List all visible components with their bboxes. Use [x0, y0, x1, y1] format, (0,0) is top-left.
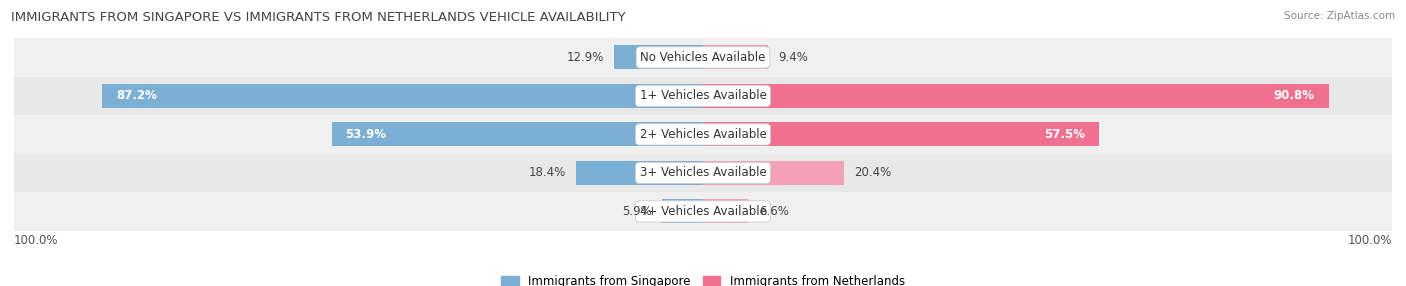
Bar: [332, 122, 703, 146]
Bar: [14, 115, 1392, 154]
Bar: [14, 192, 1392, 231]
Text: 2+ Vehicles Available: 2+ Vehicles Available: [640, 128, 766, 141]
Text: 57.5%: 57.5%: [1045, 128, 1085, 141]
Text: 9.4%: 9.4%: [778, 51, 808, 64]
Text: 4+ Vehicles Available: 4+ Vehicles Available: [640, 205, 766, 218]
Bar: [14, 154, 1392, 192]
Bar: [703, 122, 1099, 146]
Text: No Vehicles Available: No Vehicles Available: [640, 51, 766, 64]
Text: 87.2%: 87.2%: [117, 90, 157, 102]
Text: 12.9%: 12.9%: [567, 51, 603, 64]
Bar: [576, 161, 703, 185]
Text: 20.4%: 20.4%: [853, 166, 891, 179]
Bar: [703, 200, 748, 223]
Text: 6.6%: 6.6%: [759, 205, 789, 218]
Text: 18.4%: 18.4%: [529, 166, 565, 179]
Bar: [703, 161, 844, 185]
Bar: [614, 45, 703, 69]
Text: 5.9%: 5.9%: [623, 205, 652, 218]
Text: IMMIGRANTS FROM SINGAPORE VS IMMIGRANTS FROM NETHERLANDS VEHICLE AVAILABILITY: IMMIGRANTS FROM SINGAPORE VS IMMIGRANTS …: [11, 11, 626, 24]
Text: 100.0%: 100.0%: [1347, 234, 1392, 247]
Text: Source: ZipAtlas.com: Source: ZipAtlas.com: [1284, 11, 1395, 21]
Bar: [103, 84, 703, 108]
Bar: [703, 84, 1329, 108]
Text: 53.9%: 53.9%: [346, 128, 387, 141]
Bar: [703, 45, 768, 69]
Text: 100.0%: 100.0%: [14, 234, 59, 247]
Text: 90.8%: 90.8%: [1274, 90, 1315, 102]
Text: 1+ Vehicles Available: 1+ Vehicles Available: [640, 90, 766, 102]
Text: 3+ Vehicles Available: 3+ Vehicles Available: [640, 166, 766, 179]
Bar: [662, 200, 703, 223]
Bar: [14, 38, 1392, 77]
Legend: Immigrants from Singapore, Immigrants from Netherlands: Immigrants from Singapore, Immigrants fr…: [496, 270, 910, 286]
Bar: [14, 77, 1392, 115]
